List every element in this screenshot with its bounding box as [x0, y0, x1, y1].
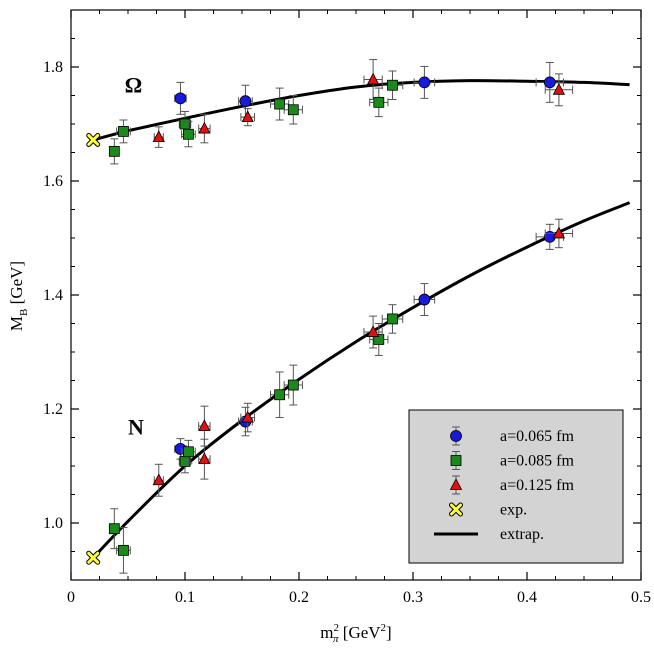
data-point — [274, 98, 286, 110]
legend-marker — [450, 455, 462, 466]
y-axis-title-main: M — [7, 316, 26, 331]
data-point — [552, 82, 566, 95]
y-tick-label: 1.8 — [43, 59, 63, 76]
data-point — [418, 76, 431, 89]
x-tick-label: 0.5 — [631, 589, 651, 606]
data-point-stroke — [87, 133, 100, 146]
y-axis-title-sub: B — [18, 309, 30, 316]
omega-label: Ω — [125, 73, 143, 98]
y-tick-label: 1.4 — [43, 287, 63, 304]
data-point — [198, 419, 211, 432]
data-point — [241, 410, 254, 423]
legend-marker — [449, 502, 463, 517]
x-tick-label: 0.4 — [517, 589, 537, 606]
data-points — [86, 59, 574, 574]
data-point — [174, 92, 187, 105]
data-point — [118, 544, 129, 556]
legend-label: a=0.085 fm — [500, 453, 574, 470]
y-tick-label: 1.2 — [43, 401, 63, 418]
data-point — [287, 104, 299, 116]
data-point — [152, 130, 165, 143]
data-point — [86, 132, 101, 147]
data-point — [198, 121, 211, 134]
data-point — [241, 110, 254, 123]
y-tick-label: 1.6 — [43, 173, 63, 190]
legend-label: exp. — [500, 502, 527, 519]
data-point — [152, 473, 165, 486]
x-axis-title-end: ] — [386, 623, 392, 642]
x-tick-label: 0.3 — [403, 589, 423, 606]
x-axis-title-sup: 2 — [334, 622, 340, 634]
data-point — [543, 76, 556, 89]
extrap-curve — [92, 201, 631, 559]
legend-label: extrap. — [500, 526, 544, 543]
x-axis-title-main: m — [320, 623, 333, 642]
data-point — [183, 128, 194, 140]
x-tick-label: 0.2 — [289, 589, 309, 606]
data-point — [198, 452, 211, 465]
y-tick-label: 1.0 — [43, 515, 63, 532]
x-tick-label: 0 — [67, 589, 75, 606]
legend-marker — [450, 430, 462, 442]
axis-ticks: 0 0.1 0.2 0.3 0.4 0.5 1.0 1.2 1.4 1.6 1.8 — [43, 10, 651, 606]
data-point — [387, 313, 398, 325]
data-point — [373, 96, 385, 108]
legend-label: a=0.065 fm — [500, 428, 574, 445]
data-point-stroke — [87, 551, 100, 564]
data-point — [183, 446, 194, 458]
legend-label: a=0.125 fm — [500, 477, 574, 494]
x-axis-title-sub: π — [333, 633, 339, 645]
data-point — [108, 145, 120, 157]
data-point — [287, 379, 299, 391]
legend-marker-stroke — [450, 503, 462, 516]
data-point — [418, 293, 431, 306]
x-axis-title: m2 π [GeV2] — [320, 622, 391, 645]
legend: a=0.065 fm a=0.085 fm a=0.125 fm exp. extrap… — [408, 409, 624, 564]
data-point — [274, 389, 286, 401]
x-axis-title-rest: [GeV — [339, 623, 382, 642]
data-point — [387, 79, 398, 91]
data-point — [373, 334, 385, 345]
data-point — [86, 550, 101, 565]
data-point — [366, 72, 380, 85]
data-point — [118, 126, 129, 137]
x-tick-label: 0.1 — [175, 589, 195, 606]
data-point — [552, 226, 566, 239]
x-axis-title-sup2: 2 — [381, 622, 387, 634]
data-point — [239, 95, 252, 108]
legend-box — [408, 409, 624, 564]
nucleon-label: N — [128, 415, 144, 440]
legend-marker — [449, 478, 463, 490]
data-point — [108, 523, 120, 535]
data-point — [366, 325, 380, 337]
y-axis-title-rest: [GeV] — [7, 261, 26, 309]
y-axis-title: MB [GeV] — [7, 261, 30, 331]
